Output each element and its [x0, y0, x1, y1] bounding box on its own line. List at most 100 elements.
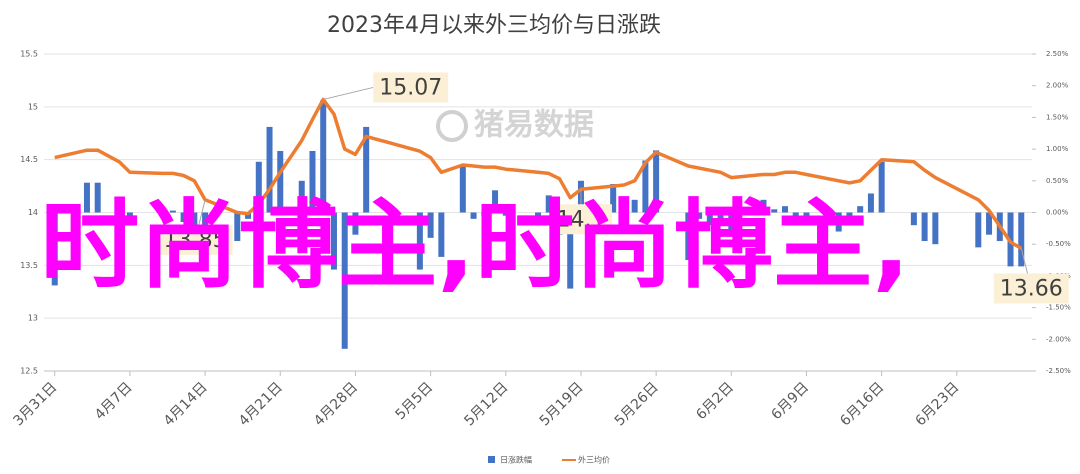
watermark-icon — [436, 110, 468, 142]
y-tick-label: 15 — [28, 102, 38, 111]
legend-swatch — [488, 456, 495, 463]
bar — [910, 212, 917, 226]
bar — [459, 165, 466, 213]
annotation-label: 14.1 — [556, 207, 605, 232]
annotation: 13.85 — [157, 224, 233, 255]
bar — [363, 126, 370, 213]
annotation: 13.66 — [993, 273, 1069, 304]
annotation-label: 13.66 — [1000, 276, 1063, 301]
bar — [320, 100, 327, 213]
annotation: 15.07 — [373, 72, 449, 103]
bar — [782, 206, 788, 213]
y2-tick-label: -1.50% — [1046, 304, 1071, 312]
bar — [438, 212, 445, 257]
y-tick-label: 14 — [28, 208, 38, 217]
bar — [427, 212, 434, 238]
x-tick-label: 4月7日 — [92, 379, 136, 423]
overlay-text: 时尚博主,时尚博主, — [40, 189, 910, 301]
bar — [642, 160, 649, 213]
x-tick-label: 5月5日 — [393, 379, 437, 423]
legend-label: 日涨跌幅 — [500, 455, 532, 465]
y2-tick-label: -2.50% — [1046, 367, 1071, 375]
y2-tick-label: 0.50% — [1046, 177, 1069, 185]
bar — [878, 161, 885, 213]
bar — [535, 212, 541, 226]
bar — [932, 212, 939, 245]
bar — [921, 212, 928, 242]
x-tick-label: 5月12日 — [461, 379, 511, 429]
bar — [803, 212, 810, 219]
annotation: 14.1 — [549, 204, 612, 235]
bar — [169, 210, 176, 213]
bar — [352, 212, 359, 235]
bar — [94, 182, 101, 213]
bar — [470, 212, 477, 219]
bar — [760, 199, 767, 213]
bar — [277, 151, 284, 213]
line — [54, 97, 1023, 250]
bar — [696, 212, 703, 219]
annotation-leader — [323, 86, 374, 100]
legend-label: 外三均价 — [578, 455, 610, 465]
bar — [266, 126, 273, 213]
bar — [846, 212, 853, 223]
chart-title: 2023年4月以来外三均价与日涨跌 — [327, 13, 661, 38]
x-tick-label: 6月2日 — [693, 379, 737, 423]
bar — [610, 183, 617, 213]
y2-tick-label: -2.00% — [1046, 335, 1071, 343]
bar — [771, 209, 778, 213]
bar — [792, 212, 799, 216]
bar — [481, 212, 488, 216]
bar — [298, 180, 305, 213]
bar — [309, 151, 316, 213]
x-tick-label: 6月16日 — [837, 379, 887, 429]
y-tick-label: 12.5 — [20, 367, 38, 376]
x-tick-label: 4月21日 — [236, 379, 286, 429]
x-tick-label: 4月28日 — [311, 379, 361, 429]
annotation-box — [373, 72, 449, 103]
bar — [1018, 212, 1025, 267]
x-tick-label: 5月26日 — [612, 379, 662, 429]
bar — [341, 212, 348, 349]
bar — [567, 212, 574, 289]
bar — [51, 212, 58, 286]
bar — [492, 190, 499, 213]
bar — [245, 212, 252, 219]
bar — [857, 206, 864, 213]
annotation-box — [157, 224, 233, 255]
x-tick-label: 3月31日 — [10, 379, 60, 429]
bar — [330, 212, 337, 270]
x-tick-label: 4月14日 — [161, 379, 211, 429]
y2-tick-label: -0.50% — [1046, 240, 1071, 248]
y-tick-label: 14.5 — [20, 155, 38, 164]
x-tick-label: 6月9日 — [768, 379, 812, 423]
y2-tick-label: 0.00% — [1046, 209, 1069, 217]
bar — [255, 161, 262, 213]
bar — [191, 212, 198, 232]
bar — [159, 209, 166, 213]
watermark: 猪易数据 — [436, 108, 594, 143]
bar — [126, 212, 133, 219]
y-tick-label: 15.5 — [20, 50, 38, 59]
bar — [116, 212, 123, 226]
bar — [416, 212, 423, 270]
bar — [867, 193, 874, 213]
y2-tick-label: 1.00% — [1046, 145, 1069, 153]
bar — [728, 212, 735, 232]
y2-tick-label: 2.50% — [1046, 50, 1069, 58]
y-tick-label: 13 — [28, 314, 38, 323]
annotation-box — [549, 204, 612, 235]
bar — [717, 212, 724, 219]
bar — [685, 212, 692, 261]
y2-tick-label: 1.50% — [1046, 113, 1069, 121]
annotation-label: 13.85 — [164, 228, 227, 253]
watermark-text: 猪易数据 — [474, 108, 594, 143]
bar — [986, 212, 993, 235]
bar — [180, 212, 187, 223]
bar — [545, 195, 552, 213]
bar — [83, 182, 90, 213]
bar — [631, 199, 638, 213]
bar — [502, 212, 509, 216]
bar — [975, 212, 982, 248]
